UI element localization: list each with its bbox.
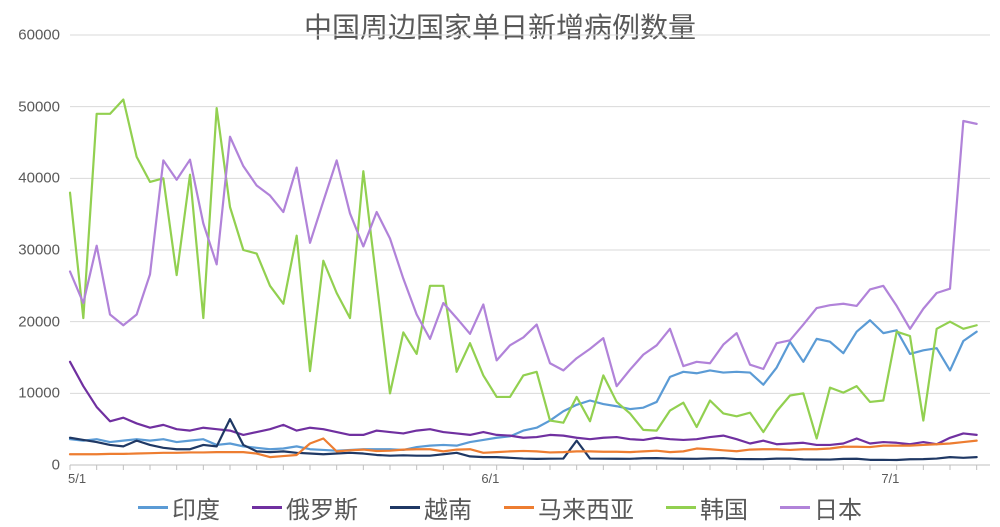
legend-item: 俄罗斯 [252, 490, 358, 525]
y-tick-label: 30000 [5, 242, 60, 259]
y-tick-label: 10000 [5, 385, 60, 402]
legend-item: 韩国 [666, 490, 748, 525]
legend-swatch [390, 506, 420, 509]
legend-swatch [138, 506, 168, 509]
legend-label: 韩国 [700, 490, 748, 525]
legend-swatch [252, 506, 282, 509]
y-tick-label: 0 [5, 457, 60, 474]
legend-swatch [780, 506, 810, 509]
legend-item: 马来西亚 [504, 490, 634, 525]
y-tick-label: 60000 [5, 27, 60, 44]
y-tick-label: 20000 [5, 313, 60, 330]
legend-item: 越南 [390, 490, 472, 525]
series-line [70, 100, 977, 439]
y-tick-label: 40000 [5, 170, 60, 187]
legend-swatch [504, 506, 534, 509]
legend-item: 日本 [780, 490, 862, 525]
legend-label: 越南 [424, 490, 472, 525]
series-line [70, 121, 977, 386]
series-line [70, 320, 977, 450]
x-tick-label: 6/1 [481, 471, 499, 486]
x-tick-label: 5/1 [68, 471, 86, 486]
legend-label: 俄罗斯 [286, 490, 358, 525]
legend-item: 印度 [138, 490, 220, 525]
legend-label: 马来西亚 [538, 490, 634, 525]
legend-label: 印度 [172, 490, 220, 525]
x-tick-label: 7/1 [881, 471, 899, 486]
legend-label: 日本 [814, 490, 862, 525]
y-tick-label: 50000 [5, 98, 60, 115]
legend-swatch [666, 506, 696, 509]
chart-legend: 印度 俄罗斯 越南 马来西亚 韩国 日本 [0, 490, 1000, 525]
chart-plot-area [70, 35, 990, 465]
line-chart: 中国周边国家单日新增病例数量 印度俄罗斯越南马来西亚韩国日本 010000200… [0, 0, 1000, 527]
series-line [70, 362, 977, 445]
